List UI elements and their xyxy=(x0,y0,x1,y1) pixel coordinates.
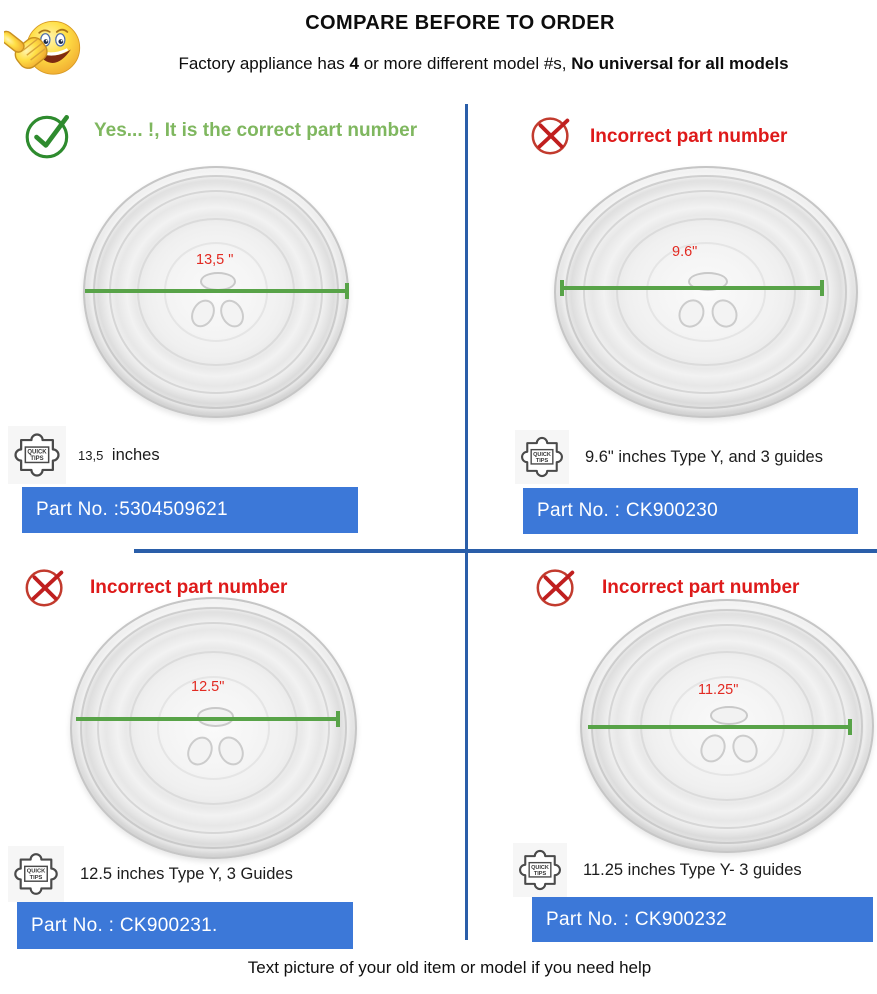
page-title: COMPARE BEFORE TO ORDER xyxy=(305,12,615,34)
subtitle-text-1: Factory appliance has xyxy=(178,54,350,73)
measure-tick xyxy=(560,280,564,296)
quick-tips-puzzle-icon xyxy=(8,426,66,484)
subtitle-bold-warning: No universal for all models xyxy=(571,54,789,73)
size-note: 12.5 inches Type Y, 3 Guides xyxy=(76,865,293,884)
quadrant-correct-part: Yes... !, It is the correct part number … xyxy=(0,100,466,551)
diameter-label: 9.6" xyxy=(672,244,698,260)
status-label: Yes... !, It is the correct part number xyxy=(94,120,418,141)
quadrant-incorrect-part-1: Incorrect part number 9.6" 9.6" inches T… xyxy=(466,100,877,551)
part-number-badge: Part No. : CK900231. xyxy=(17,902,353,949)
size-note-text: 9.6" inches Type Y, and 3 guides xyxy=(585,447,823,466)
check-circle-icon xyxy=(22,108,76,162)
measure-tick xyxy=(345,283,349,299)
subtitle-text-2: or more different model #s, xyxy=(358,54,572,73)
quick-tips-puzzle-icon xyxy=(515,430,569,484)
diameter-label: 13,5 " xyxy=(196,252,234,268)
size-note-number: 13,5 xyxy=(78,447,104,463)
subtitle-bold-count: 4 xyxy=(349,54,359,73)
status-label: Incorrect part number xyxy=(590,126,788,147)
measure-tick xyxy=(820,280,824,296)
size-note: 13,5 inches xyxy=(78,446,160,465)
plate-ring xyxy=(646,242,766,342)
diameter-label: 12.5" xyxy=(191,679,225,695)
turntable-plate-photo xyxy=(554,166,858,418)
part-number-badge: Part No. :5304509621 xyxy=(22,487,358,533)
quick-tips-row: 11.25 inches Type Y- 3 guides xyxy=(513,843,802,897)
size-note-text: 11.25 inches Type Y- 3 guides xyxy=(583,860,802,879)
quick-tips-row: 13,5 inches xyxy=(8,426,160,484)
measure-tick xyxy=(336,711,340,727)
plate-ring xyxy=(128,650,299,806)
page-subtitle: Factory appliance has 4 or more differen… xyxy=(90,54,877,74)
help-caption: Text picture of your old item or model i… xyxy=(247,958,652,977)
status-label: Incorrect part number xyxy=(602,577,800,598)
quadrant-incorrect-part-2: Incorrect part number 12.5" 12.5 inches … xyxy=(0,551,466,949)
plate-hub xyxy=(709,706,749,725)
size-note-text: inches xyxy=(107,445,160,464)
plate-hub-tab xyxy=(213,731,249,770)
status-label: Incorrect part number xyxy=(90,577,288,598)
diameter-label: 11.25" xyxy=(698,682,739,698)
x-circle-icon xyxy=(22,562,70,610)
size-note: 11.25 inches Type Y- 3 guides xyxy=(579,861,802,880)
thumbs-up-fist xyxy=(0,30,48,69)
quick-tips-row: 12.5 inches Type Y, 3 Guides xyxy=(8,846,293,902)
plate-hub-tab xyxy=(727,729,763,767)
x-circle-icon xyxy=(533,562,581,610)
thumbs-up-smiley-emoji xyxy=(0,0,92,97)
plate-hub-tab xyxy=(215,295,250,332)
diameter-measure-line xyxy=(85,283,349,299)
plate-hub-tab xyxy=(182,731,218,770)
plate-hub-tab xyxy=(673,295,710,333)
quick-tips-row: 9.6" inches Type Y, and 3 guides xyxy=(515,430,823,484)
size-note-text: 12.5 inches Type Y, 3 Guides xyxy=(80,864,293,883)
diameter-measure-line xyxy=(588,719,852,735)
quick-tips-puzzle-icon xyxy=(8,846,64,902)
diameter-measure-line xyxy=(76,711,340,727)
part-number-badge: Part No. : CK900232 xyxy=(532,897,873,942)
plate-hub-tab xyxy=(695,729,731,767)
plate-hub-tab xyxy=(186,295,221,332)
quadrant-incorrect-part-3: Incorrect part number 11.25" 11.25 inche… xyxy=(466,551,877,945)
measure-tick xyxy=(848,719,852,735)
part-number-badge: Part No. : CK900230 xyxy=(523,488,858,534)
diameter-measure-line xyxy=(560,280,824,296)
quick-tips-puzzle-icon xyxy=(513,843,567,897)
plate-hub-tab xyxy=(706,295,743,333)
size-note: 9.6" inches Type Y, and 3 guides xyxy=(581,448,823,467)
vertical-divider-line xyxy=(465,104,468,940)
x-circle-icon xyxy=(528,110,576,158)
turntable-plate-photo xyxy=(70,597,357,859)
horizontal-divider-line xyxy=(134,549,877,553)
plate-ring xyxy=(616,217,796,367)
